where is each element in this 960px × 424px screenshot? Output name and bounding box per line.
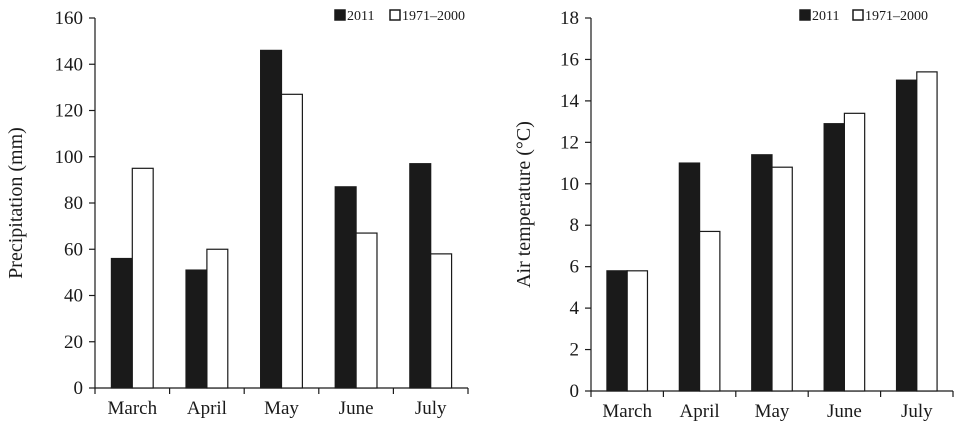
temp-y-tick-label: 8	[570, 215, 580, 236]
temp-category-label: July	[901, 401, 933, 422]
temp-y-tick-label: 14	[560, 91, 580, 112]
precip-category-label: May	[264, 398, 299, 419]
temp-bar-1971-2000-april	[698, 230, 721, 392]
temp-legend-label-1971-2000: 1971–2000	[865, 9, 928, 24]
temp-bar-2011-april	[678, 162, 701, 392]
temp-y-tick-label: 2	[570, 340, 580, 361]
precip-bar-2011-april	[185, 269, 208, 389]
temp-legend-swatch-2011	[799, 9, 811, 21]
precip-bar-1971-2000-april	[206, 248, 229, 389]
precip-bar-2011-may	[260, 49, 283, 389]
temp-y-axis-title: Air temperature (°C)	[513, 121, 535, 288]
temp-legend-label-2011: 2011	[812, 9, 839, 24]
temp-bar-1971-2000-may	[771, 166, 793, 392]
precip-legend-label-2011: 2011	[347, 9, 374, 24]
precip-legend-swatch-2011	[334, 9, 346, 21]
precip-bar-1971-2000-may	[280, 93, 303, 389]
temp-y-tick-label: 10	[560, 174, 579, 195]
temp-y-tick-label: 4	[570, 298, 580, 319]
precip-y-tick-label: 140	[55, 54, 84, 75]
precip-bar-1971-2000-march	[131, 167, 154, 389]
precip-category-label: March	[108, 398, 158, 419]
precip-y-tick-label: 80	[64, 193, 83, 214]
precip-y-axis-title: Precipitation (mm)	[5, 127, 27, 279]
temp-y-tick-label: 18	[560, 8, 579, 29]
temp-bar-2011-march	[606, 270, 628, 392]
precip-y-tick-label: 40	[64, 286, 83, 307]
precip-y-tick-label: 0	[74, 378, 84, 399]
temp-bar-2011-may	[751, 154, 773, 392]
precip-category-label: June	[339, 398, 374, 419]
precip-bar-2011-march	[110, 257, 133, 389]
precip-legend-label-1971-2000: 1971–2000	[402, 9, 465, 24]
temp-y-tick-label: 16	[560, 49, 579, 70]
precip-y-tick-label: 100	[55, 147, 84, 168]
temp-legend-swatch-1971-2000	[852, 9, 864, 21]
precipitation-chart: 0 20 40 60 80 100 120 140 160 March April May June Ju…	[5, 8, 469, 419]
precip-bar-1971-2000-june	[355, 232, 378, 389]
precip-y-tick-label: 20	[64, 332, 83, 353]
temp-y-tick-label: 0	[570, 381, 580, 402]
temp-y-tick-label: 12	[560, 132, 579, 153]
temp-category-label: May	[755, 401, 790, 422]
precip-bar-2011-june	[334, 186, 357, 389]
temp-bar-2011-july	[895, 79, 918, 392]
temp-bar-1971-2000-march	[626, 270, 649, 392]
precip-bar-1971-2000-july	[430, 253, 453, 389]
precip-y-tick-label: 60	[64, 239, 83, 260]
precip-category-label: April	[187, 398, 227, 419]
precip-legend-swatch-1971-2000	[389, 9, 401, 21]
temp-bar-1971-2000-june	[843, 112, 866, 392]
precip-bar-2011-july	[409, 163, 432, 389]
temp-category-label: April	[680, 401, 720, 422]
temp-category-label: June	[827, 401, 862, 422]
precip-y-tick-label: 160	[55, 8, 84, 29]
temp-bar-2011-june	[823, 123, 845, 392]
precip-category-label: July	[415, 398, 447, 419]
precip-y-tick-label: 120	[55, 101, 84, 122]
temp-bar-1971-2000-july	[916, 71, 938, 392]
temp-category-label: March	[602, 401, 652, 422]
air-temperature-chart: 0 2 4 6 8 10 12 14 16 18 March April May June July Air …	[513, 8, 954, 422]
temp-y-tick-label: 6	[570, 257, 580, 278]
